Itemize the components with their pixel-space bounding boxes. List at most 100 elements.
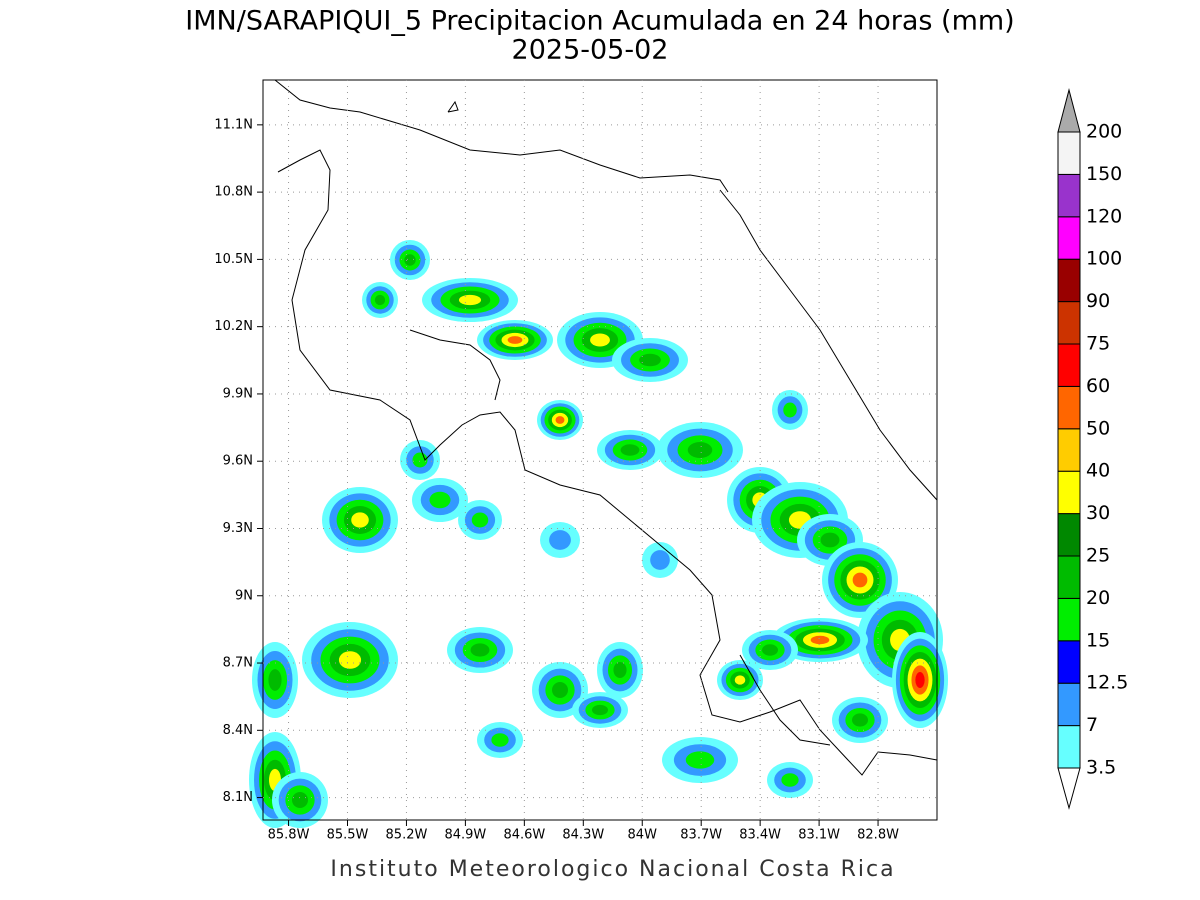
colorbar-label: 120 (1086, 205, 1122, 227)
y-tick-label: 9N (235, 588, 253, 603)
colorbar-box (1057, 555, 1081, 599)
colorbar-box (1057, 428, 1081, 472)
y-tick-label: 9.6N (223, 454, 253, 469)
colorbar-box (1057, 597, 1081, 642)
colorbar-label: 25 (1086, 545, 1110, 567)
colorbar-high (1057, 88, 1081, 133)
colorbar-box (1057, 301, 1081, 345)
colorbar-label: 12.5 (1086, 672, 1128, 694)
colorbar-label: 200 (1086, 121, 1122, 143)
colorbar-box (1057, 385, 1081, 430)
colorbar-label: 100 (1086, 248, 1122, 270)
colorbar-label: 150 (1086, 163, 1122, 185)
colorbar-box (1057, 216, 1081, 260)
rain-contour (592, 704, 608, 716)
rain-contour (820, 532, 840, 548)
y-tick-label: 9.9N (223, 386, 253, 401)
coastline (409, 329, 501, 401)
rain-contour (685, 751, 715, 769)
footer: Instituto Meteorologico Nacional Costa R… (330, 857, 895, 882)
rain-contour (734, 675, 746, 685)
map-frame (262, 79, 938, 821)
colorbar-box (1057, 725, 1081, 769)
colorbar-low (1057, 767, 1081, 810)
coastlines (274, 79, 938, 776)
coastline (274, 79, 729, 193)
rain-contour (781, 773, 799, 787)
colorbar-label: 3.5 (1086, 757, 1116, 779)
rain-contour (549, 530, 571, 550)
rain-contour (351, 512, 369, 528)
rain-contour (374, 294, 386, 306)
colorbar-label: 50 (1086, 417, 1110, 439)
colorbar-label: 40 (1086, 460, 1110, 482)
x-tick-label: 84W (628, 828, 658, 843)
colorbar-box (1057, 470, 1081, 515)
rain-contour (471, 512, 489, 528)
rain-contour (783, 402, 797, 418)
colorbar-box (1057, 131, 1081, 175)
rain-contour (852, 713, 868, 727)
x-tick-label: 83.1W (798, 828, 840, 843)
x-tick-label: 82.8W (857, 828, 899, 843)
y-tick-label: 8.1N (223, 790, 253, 805)
rain-contour (620, 444, 640, 456)
colorbar-box (1057, 173, 1081, 218)
y-tick-label: 10.2N (214, 319, 253, 334)
rain-contour (470, 643, 490, 657)
rain-contour (507, 336, 523, 344)
rain-contour (613, 662, 627, 678)
y-tick-label: 10.5N (214, 252, 253, 267)
x-tick-label: 84.3W (562, 828, 604, 843)
rain-contour (338, 651, 362, 669)
border (739, 654, 831, 746)
rain-contour (852, 572, 868, 588)
rain-contour (429, 491, 451, 509)
y-tick-label: 8.4N (223, 723, 253, 738)
colorbar-label: 75 (1086, 333, 1110, 355)
x-tick-label: 83.4W (739, 828, 781, 843)
coastline (719, 189, 938, 501)
colorbar-label: 90 (1086, 290, 1110, 312)
colorbar-label: 7 (1086, 714, 1098, 736)
y-tick-label: 10.8N (214, 185, 253, 200)
rain-contour (639, 353, 661, 367)
rain-contour (268, 669, 282, 691)
rain-contour (491, 733, 509, 747)
coastline (277, 149, 938, 776)
title: IMN/SARAPIQUI_5 Precipitacion Acumulada … (185, 6, 1014, 37)
rain-contour (404, 254, 416, 266)
subtitle: 2025-05-02 (512, 35, 669, 66)
rain-contour (762, 644, 778, 656)
coastline (447, 100, 459, 113)
colorbar-label: 20 (1086, 587, 1110, 609)
rain-contour (687, 442, 713, 458)
y-tick-label: 8.7N (223, 656, 253, 671)
x-tick-label: 85.2W (386, 828, 428, 843)
y-tick-label: 9.3N (223, 521, 253, 536)
rain-contour (292, 792, 308, 808)
colorbar-box (1057, 640, 1081, 684)
colorbar-box (1057, 513, 1081, 557)
x-tick-label: 84.6W (503, 828, 545, 843)
colorbar-box (1057, 343, 1081, 387)
rain-contour (458, 294, 482, 306)
colorbar-box (1057, 682, 1081, 727)
colorbar-label: 30 (1086, 502, 1110, 524)
y-tick-label: 11.1N (214, 117, 253, 132)
rain-contour (555, 416, 565, 424)
rain-contour (650, 550, 670, 570)
rain-contour (810, 635, 830, 645)
colorbar-label: 15 (1086, 629, 1110, 651)
rain-contour (590, 333, 610, 347)
x-tick-label: 85.5W (327, 828, 369, 843)
rain-contour (552, 682, 568, 698)
rain-contour (915, 672, 925, 688)
precipitation-field (249, 240, 948, 828)
x-tick-label: 84.9W (444, 828, 486, 843)
colorbar-box (1057, 258, 1081, 303)
colorbar-label: 60 (1086, 375, 1110, 397)
x-tick-label: 83.7W (680, 828, 722, 843)
x-tick-label: 85.8W (268, 828, 310, 843)
